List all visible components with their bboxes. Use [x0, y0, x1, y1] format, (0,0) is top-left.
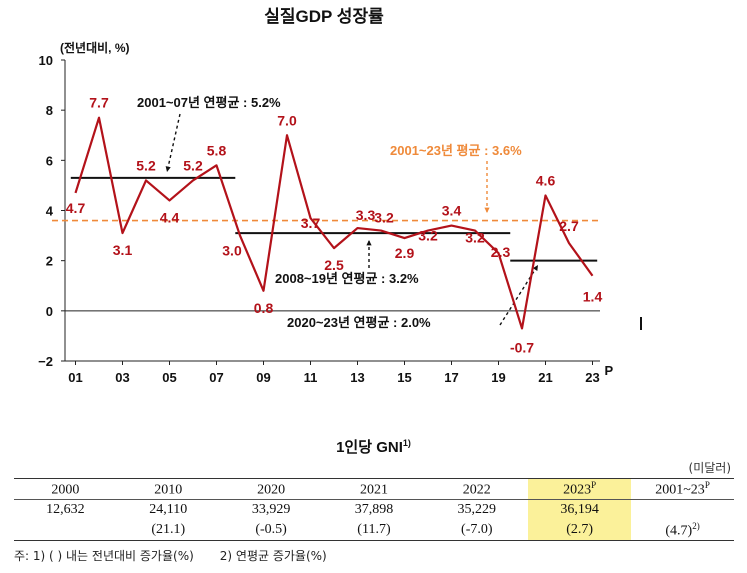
gni-value-2020: 33,929: [251, 502, 291, 517]
data-label: 3.2: [465, 230, 485, 246]
data-label: 3.1: [113, 242, 133, 258]
data-label: 3.4: [442, 203, 462, 219]
average-annotation: 2001~23년 평균 : 3.6%: [390, 143, 522, 158]
data-label: 1.4: [583, 289, 603, 305]
annotation-arrowhead: [532, 265, 538, 271]
gni-title: 1인당 GNI1): [0, 436, 747, 457]
footnote: 주: 1) ( ) 내는 전년대비 증가율(%) 2) 연평균 증가율(%): [14, 547, 353, 564]
gni-title-text: 1인당 GNI: [336, 439, 403, 456]
y-tick-label: −2: [38, 354, 53, 369]
data-label: -0.7: [510, 339, 534, 355]
gni-header-2022: 2022: [425, 478, 529, 500]
gni-value-2021: 37,898: [354, 502, 394, 517]
y-tick-label: 4: [46, 204, 54, 219]
y-tick-label: 8: [46, 103, 53, 118]
gni-header-2020: 2020: [219, 478, 323, 500]
data-label: 3.2: [374, 210, 394, 226]
annotation-arrowhead: [484, 207, 490, 213]
text-cursor-mark: [640, 317, 642, 330]
y-tick-label: 10: [39, 53, 53, 68]
average-annotation: 2020~23년 연평균 : 2.0%: [287, 315, 431, 330]
gni-value-2010: 24,110: [149, 502, 188, 517]
data-label: 5.2: [136, 157, 156, 173]
footnote-1: 주: 1) ( ) 내는 전년대비 증가율(%): [14, 549, 194, 563]
data-label: 2.7: [559, 218, 579, 234]
footnote-2: 2) 연평균 증가율(%): [219, 549, 327, 563]
gni-pct-2001-23: (4.7)2): [631, 520, 734, 541]
gni-value-2001-23: [631, 500, 734, 521]
x-tick-label: 05: [162, 370, 176, 385]
y-axis-unit: (전년대비, %): [60, 40, 130, 55]
gni-header-2023: 2023P: [528, 478, 632, 500]
gni-header-row: 2000 2010 2020 2021 2022 2023P 2001~23P: [14, 478, 734, 500]
gdp-growth-chart-svg: 실질GDP 성장률 (전년대비, %) 10 8 6 4 2 0 −2 01 03 05 07 09 1…: [38, 6, 614, 385]
gdp-chart: 실질GDP 성장률 (전년대비, %) 10 8 6 4 2 0 −2 01 03 05 07 09 1…: [38, 6, 642, 385]
annotation-pointer: [166, 113, 181, 173]
gni-value-2022: 35,229: [457, 502, 497, 517]
y-tick-label: 6: [46, 153, 53, 168]
data-label: 5.8: [207, 142, 227, 158]
annotation-arrowhead: [165, 166, 171, 172]
data-label: 4.6: [536, 172, 556, 188]
y-tick-label: 0: [46, 304, 53, 319]
gni-header-2021: 2021: [322, 478, 426, 500]
gni-table: 2000 2010 2020 2021 2022 2023P 2001~23P …: [14, 478, 734, 541]
x-tick-sup: P: [605, 363, 614, 378]
data-label: 2.9: [395, 245, 415, 261]
gni-unit: (미달러): [688, 461, 731, 475]
data-label: 5.2: [183, 157, 203, 173]
x-tick-label: 03: [115, 370, 129, 385]
data-label: 0.8: [254, 300, 274, 316]
gni-value-2023: 36,194: [528, 499, 632, 520]
gni-header-2010: 2010: [116, 478, 220, 500]
gni-value-row: 12,632 24,110 33,929 37,898 35,229 36,19…: [14, 499, 734, 521]
data-label: 7.7: [89, 95, 109, 111]
chart-title: 실질GDP 성장률: [264, 6, 384, 26]
gni-value-2000: 12,632: [46, 502, 85, 517]
gni-pct-2010: (21.1): [116, 520, 220, 541]
gni-pct-2023: (2.7): [528, 520, 632, 541]
data-label: 4.4: [160, 209, 180, 225]
gni-pct-2022: (-7.0): [425, 520, 529, 541]
x-tick-label: 07: [209, 370, 223, 385]
gni-title-sup: 1): [402, 438, 411, 448]
data-label: 3.2: [418, 228, 438, 244]
gni-pct-2020: (-0.5): [219, 520, 323, 541]
gni-header-2000: 2000: [14, 478, 117, 500]
x-tick-label: 21: [538, 370, 552, 385]
gni-pct-2000: [14, 520, 117, 541]
gni-pct-2021: (11.7): [322, 520, 426, 541]
data-label: 3.7: [301, 215, 321, 231]
x-tick-label: 09: [256, 370, 270, 385]
y-tick-label: 2: [46, 254, 53, 269]
gni-pct-row: (21.1) (-0.5) (11.7) (-7.0) (2.7) (4.7)2…: [14, 520, 734, 541]
gni-header-2001-23: 2001~23P: [631, 478, 734, 500]
data-label: 3.0: [222, 243, 242, 259]
x-tick-label: 01: [68, 370, 82, 385]
x-tick-label: 11: [304, 370, 318, 385]
data-label: 2.3: [491, 244, 511, 260]
average-annotation: 2001~07년 연평균 : 5.2%: [137, 95, 281, 110]
x-tick-label: 19: [491, 370, 505, 385]
average-annotation: 2008~19년 연평균 : 3.2%: [275, 271, 419, 286]
data-label: 2.5: [324, 257, 344, 273]
x-tick-label: 17: [444, 370, 458, 385]
data-label: 7.0: [277, 112, 297, 128]
x-tick-label: 23: [585, 370, 599, 385]
x-tick-label: 15: [397, 370, 411, 385]
data-label: 3.3: [356, 207, 376, 223]
annotation-arrowhead: [366, 240, 372, 246]
x-tick-label: 13: [350, 370, 364, 385]
data-label: 4.7: [66, 200, 86, 216]
